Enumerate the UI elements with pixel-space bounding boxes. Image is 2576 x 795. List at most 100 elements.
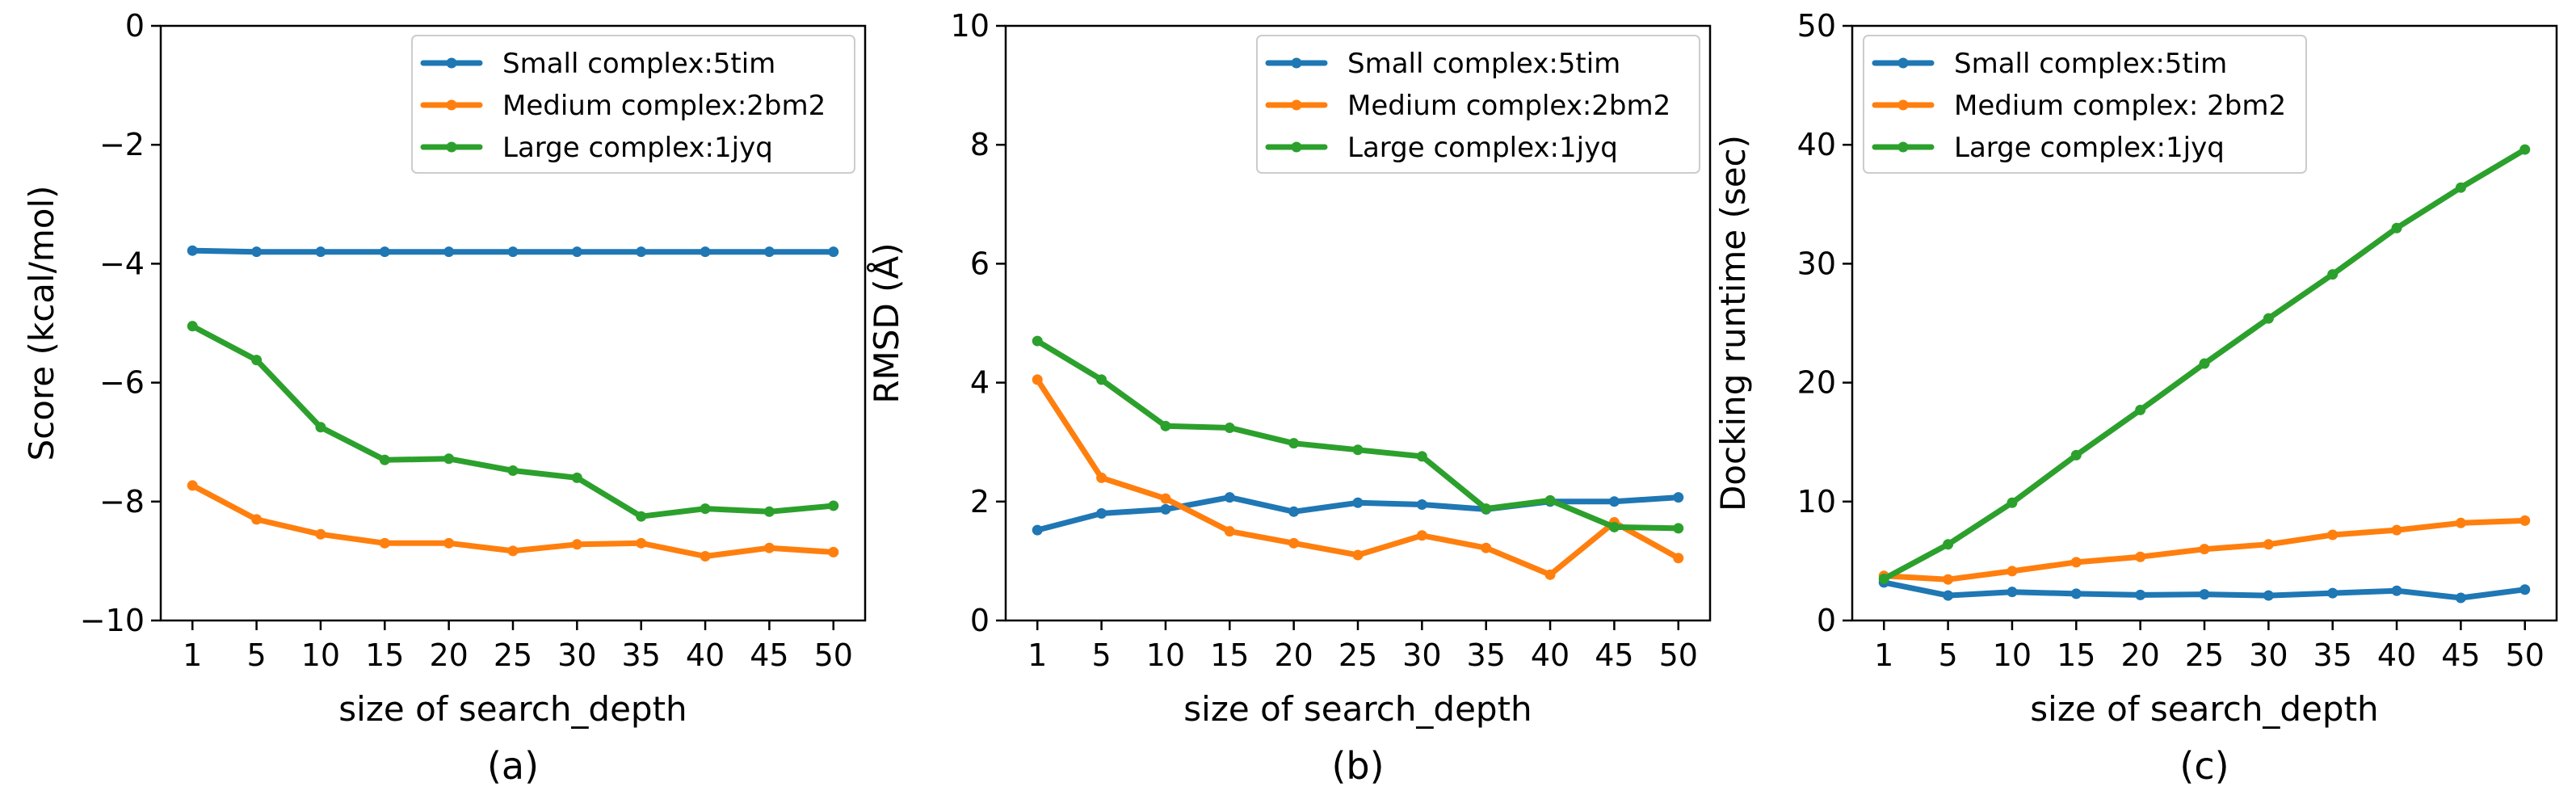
y-tick-label: 8 (970, 127, 990, 162)
y-tick-label: 40 (1797, 127, 1836, 162)
data-point (2007, 566, 2018, 577)
data-point (315, 528, 326, 540)
legend-entry-label: Small complex:5tim (1347, 48, 1620, 80)
legend-marker (1291, 57, 1302, 69)
legend-marker (1291, 141, 1302, 153)
data-point (315, 246, 326, 258)
data-point (1481, 542, 1492, 553)
y-tick-label: −8 (99, 484, 145, 519)
legend-entry-label: Small complex:5tim (1954, 48, 2227, 80)
y-axis-label: Score (kcal/mol) (22, 185, 61, 461)
x-tick-label: 35 (622, 637, 661, 673)
data-point (2135, 404, 2146, 415)
x-tick-label: 5 (1091, 637, 1111, 673)
legend: Small complex:5tim Medium complex: 2bm2 La… (1863, 35, 2307, 174)
data-point (315, 422, 326, 433)
x-tick-label: 15 (2057, 637, 2095, 673)
data-point (1096, 508, 1107, 519)
y-tick-label: −10 (80, 603, 145, 638)
data-point (2070, 449, 2082, 461)
data-point (2519, 515, 2531, 526)
data-point (2263, 590, 2274, 601)
x-tick-label: 1 (1027, 637, 1047, 673)
legend-entry-label: Medium complex:2bm2 (1347, 90, 1670, 122)
x-tick-label: 40 (1531, 637, 1570, 673)
legend-marker (1897, 57, 1909, 69)
data-point (1160, 420, 1171, 431)
data-point (187, 321, 198, 332)
x-tick-label: 45 (750, 637, 788, 673)
data-point (571, 539, 582, 550)
data-point (2327, 269, 2339, 280)
legend-marker (446, 99, 457, 111)
data-point (1032, 335, 1043, 347)
data-point (1224, 423, 1235, 434)
series-line-2 (189, 482, 837, 559)
x-tick-label: 10 (301, 637, 340, 673)
legend-entry-label: Large complex:1jyq (502, 132, 773, 164)
data-point (1096, 472, 1107, 483)
y-tick-label: 50 (1797, 8, 1836, 44)
data-point (828, 500, 839, 511)
data-point (1224, 526, 1235, 537)
data-point (1032, 374, 1043, 385)
data-point (2070, 557, 2082, 568)
data-point (251, 246, 263, 258)
x-axis-label: size of search_depth (1183, 689, 1532, 729)
y-axis-label: RMSD (Å) (866, 242, 906, 403)
data-point (443, 537, 455, 549)
data-point (1416, 451, 1427, 462)
data-point (2391, 524, 2402, 536)
x-tick-label: 35 (1467, 637, 1506, 673)
data-point (1943, 539, 1954, 550)
y-tick-label: 6 (970, 246, 990, 281)
data-point (2199, 589, 2210, 600)
y-tick-label: 4 (970, 365, 990, 401)
panel-label: (a) (487, 744, 539, 788)
data-point (443, 453, 455, 465)
legend-marker (446, 141, 457, 153)
data-point (1352, 444, 1364, 456)
x-tick-label: 50 (814, 637, 853, 673)
legend-marker (1897, 141, 1909, 153)
data-point (2199, 544, 2210, 555)
data-point (1416, 530, 1427, 541)
x-tick-label: 50 (1659, 637, 1698, 673)
data-point (1416, 498, 1427, 510)
y-tick-label: 30 (1797, 246, 1836, 281)
legend-marker (1291, 99, 1302, 111)
data-point (2007, 497, 2018, 508)
data-point (187, 245, 198, 256)
legend-box (411, 35, 855, 174)
legend-box (1863, 35, 2307, 174)
data-point (700, 503, 711, 515)
y-axis-label: Docking runtime (sec) (1713, 135, 1753, 511)
data-point (2327, 587, 2339, 599)
data-point (443, 246, 455, 258)
data-point (2391, 585, 2402, 596)
x-tick-label: 45 (2441, 637, 2480, 673)
data-point (636, 511, 647, 522)
data-point (379, 246, 390, 258)
data-point (571, 472, 582, 483)
x-axis-label: size of search_depth (2030, 689, 2378, 729)
data-point (2263, 313, 2274, 324)
data-point (763, 246, 775, 258)
data-point (507, 465, 519, 477)
data-point (571, 246, 582, 258)
series-line-3 (189, 323, 837, 519)
data-point (2070, 588, 2082, 599)
data-point (2455, 517, 2466, 528)
y-tick-label: 10 (1797, 484, 1836, 519)
legend-box (1256, 35, 1700, 174)
data-point (2135, 551, 2146, 562)
x-tick-label: 25 (1338, 637, 1377, 673)
data-point (379, 454, 390, 465)
data-point (636, 246, 647, 258)
data-point (1160, 493, 1171, 504)
x-tick-label: 5 (246, 637, 266, 673)
x-tick-label: 50 (2506, 637, 2544, 673)
x-tick-label: 20 (429, 637, 468, 673)
